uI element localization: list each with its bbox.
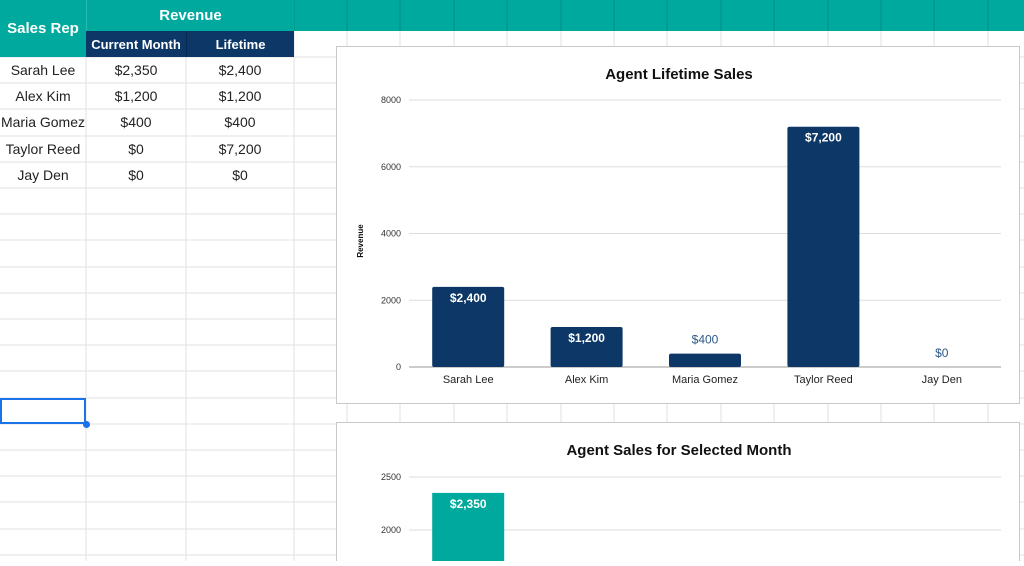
cell-name[interactable]: Alex Kim (15, 88, 71, 105)
cell-lifetime[interactable]: $2,400 (218, 62, 262, 78)
cell-name[interactable]: Maria Gomez (0, 114, 86, 131)
fill-handle[interactable] (83, 421, 90, 428)
data-label: $2,400 (450, 291, 487, 305)
y-tick-label: 8000 (381, 95, 401, 105)
cell-lifetime[interactable]: $7,200 (218, 140, 262, 157)
lifetime-sales-chart[interactable]: Agent Lifetime Sales Revenue 0 2000 4000 6000… (336, 46, 1020, 404)
cell-current[interactable]: $0 (128, 140, 144, 157)
x-tick-label: Sarah Lee (443, 374, 494, 386)
y-tick-label: 2000 (381, 295, 401, 305)
bar (432, 492, 505, 561)
header-sales-rep[interactable]: Sales Rep (0, 0, 86, 57)
cell-name[interactable]: Sarah Lee (10, 62, 76, 78)
cell-lifetime[interactable]: $0 (232, 166, 248, 183)
y-tick-label: 0 (396, 362, 401, 372)
bar (550, 326, 623, 367)
y-axis-label: Revenue (356, 224, 365, 258)
cell-lifetime[interactable]: $1,200 (218, 88, 262, 105)
x-tick-label: Jay Den (922, 374, 962, 386)
y-tick-label: 2500 (381, 472, 401, 482)
monthly-sales-chart[interactable]: Agent Sales for Selected Month 2000 2500 $2… (336, 422, 1020, 561)
y-tick-label: 4000 (381, 229, 401, 239)
header-revenue[interactable]: Revenue (86, 0, 294, 31)
chart-title: Agent Sales for Selected Month (566, 442, 791, 459)
cell-current[interactable]: $0 (128, 166, 144, 183)
cell-current[interactable]: $2,350 (114, 62, 158, 78)
bar (432, 286, 505, 367)
header-current-month[interactable]: Current Month (86, 31, 186, 57)
x-tick-label: Taylor Reed (794, 374, 853, 386)
cell-name[interactable]: Jay Den (17, 166, 69, 183)
bar (787, 126, 860, 367)
cell-current[interactable]: $400 (120, 114, 152, 131)
selected-cell[interactable] (0, 398, 86, 424)
cell-name[interactable]: Taylor Reed (5, 140, 81, 157)
data-label: $1,200 (568, 331, 605, 345)
cell-lifetime[interactable]: $400 (224, 114, 256, 131)
x-tick-label: Maria Gomez (672, 374, 738, 386)
data-label: $0 (935, 346, 949, 360)
bar (669, 353, 741, 367)
cell-current[interactable]: $1,200 (114, 88, 158, 105)
teal-header-band (294, 0, 1024, 31)
y-tick-label: 2000 (381, 525, 401, 535)
header-lifetime[interactable]: Lifetime (186, 31, 294, 57)
data-label: $2,350 (450, 497, 487, 511)
chart-title: Agent Lifetime Sales (605, 66, 753, 83)
x-tick-label: Alex Kim (565, 374, 608, 386)
data-label: $7,200 (805, 131, 842, 145)
y-tick-label: 6000 (381, 162, 401, 172)
data-label: $400 (692, 333, 719, 347)
